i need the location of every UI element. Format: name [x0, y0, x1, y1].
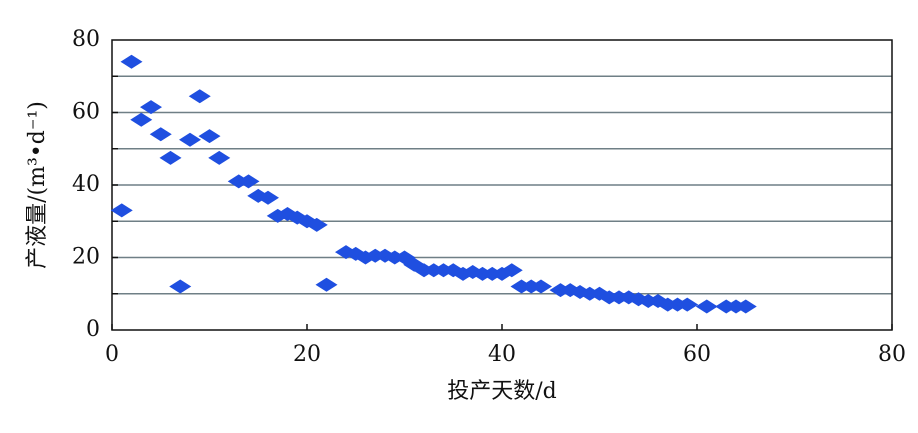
x-tick-label: 0: [105, 342, 119, 367]
point: [676, 297, 699, 312]
y-tick-label: 80: [72, 27, 100, 52]
point: [130, 112, 153, 127]
x-tick-label: 80: [878, 342, 906, 367]
y-tick-label: 0: [86, 317, 100, 342]
point: [530, 279, 552, 294]
point: [149, 127, 172, 142]
point: [257, 190, 279, 205]
point: [315, 277, 338, 292]
point: [179, 132, 201, 147]
y-tick-label: 40: [72, 172, 100, 197]
point: [159, 150, 182, 165]
point: [305, 217, 328, 232]
point: [208, 150, 231, 165]
y-tick-label: 60: [72, 100, 100, 125]
point: [237, 174, 260, 189]
point: [188, 89, 211, 104]
point: [500, 263, 523, 278]
x-tick-label: 20: [293, 342, 321, 367]
point: [169, 279, 192, 294]
point: [695, 299, 718, 314]
x-axis-label: 投产天数/d: [447, 379, 557, 404]
x-tick-label: 60: [683, 342, 711, 367]
point: [110, 203, 133, 218]
y-axis-label: 产液量/(m³•d⁻¹): [25, 101, 50, 269]
point: [140, 100, 162, 115]
x-tick-label: 40: [488, 342, 516, 367]
y-tick-label: 20: [72, 245, 100, 270]
plot-frame: [111, 39, 893, 331]
point: [120, 54, 143, 69]
point: [734, 299, 757, 314]
point: [198, 129, 221, 144]
